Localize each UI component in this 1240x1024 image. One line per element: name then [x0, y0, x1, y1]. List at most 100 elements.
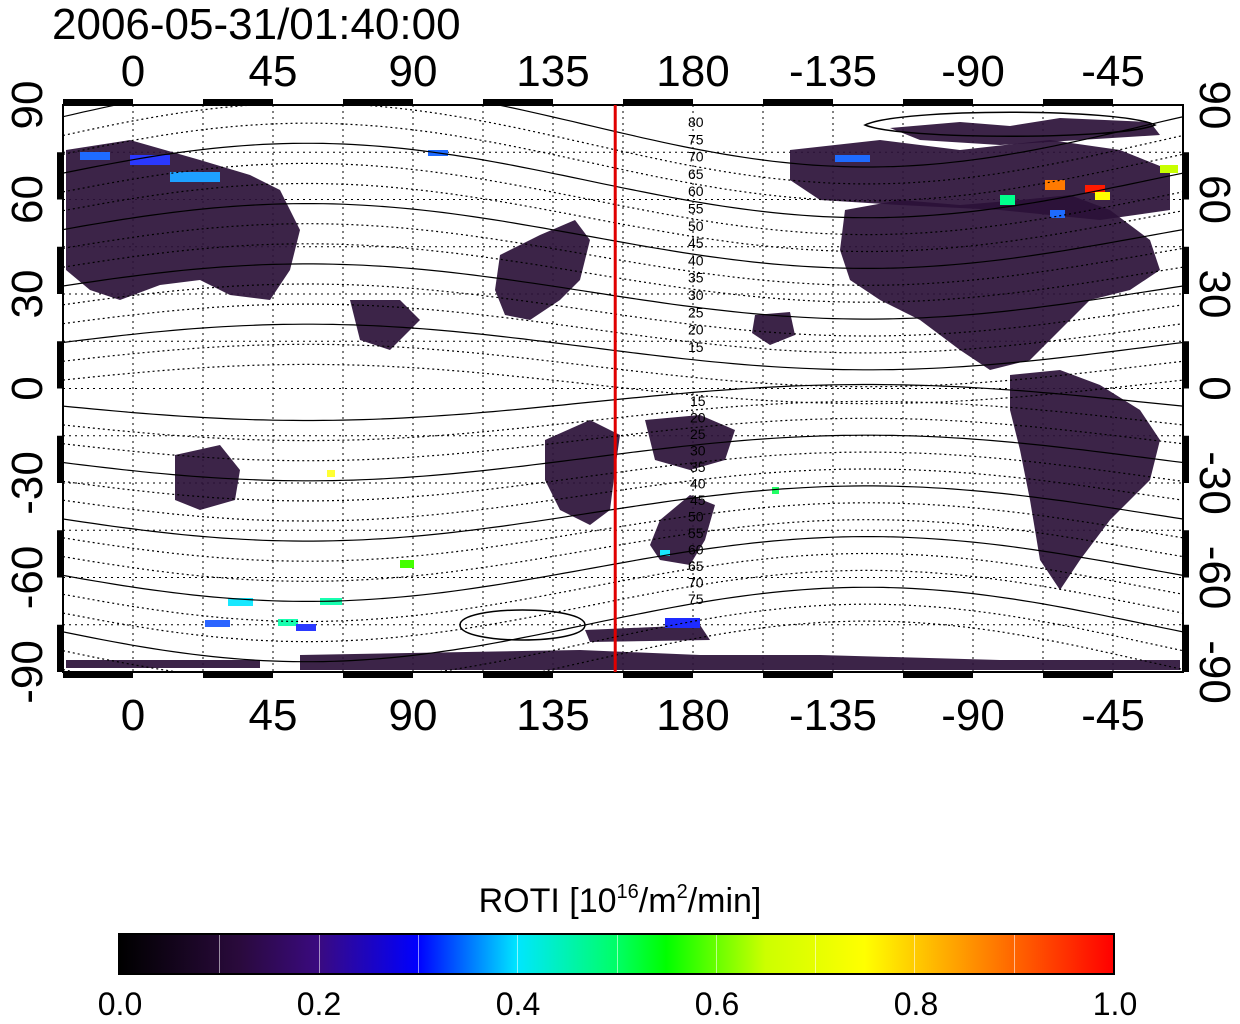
map-gridlines — [63, 105, 1183, 672]
axis-bar-segment — [903, 672, 973, 678]
colorbar-tick — [815, 935, 817, 973]
right-latitude-label: -60 — [1190, 546, 1239, 610]
contour-line — [63, 105, 1183, 168]
left-latitude-label: -90 — [3, 640, 52, 704]
roti-spot — [130, 155, 170, 165]
roti-spot — [80, 152, 110, 160]
north-america-data-patch — [840, 195, 1160, 370]
india-data-patch — [350, 300, 420, 350]
contour-label: 55 — [688, 525, 704, 541]
bottom-longitude-label: -90 — [941, 691, 1005, 740]
colorbar-tick — [219, 935, 221, 973]
axis-bar-segment — [623, 672, 693, 678]
roti-data-regions — [66, 118, 1180, 670]
north-magnetic-pole-ring — [863, 111, 1157, 137]
colorbar-title-exponent: 16 — [616, 881, 639, 903]
map-axis-bars — [57, 99, 1189, 678]
top-longitude-label: 90 — [389, 47, 438, 96]
roti-spot — [665, 618, 700, 628]
axis-bar-segment — [483, 672, 553, 678]
colorbar-tick-label: 0.8 — [893, 986, 939, 1022]
roti-spot — [296, 624, 316, 631]
axis-bar-segment — [1183, 341, 1189, 389]
colorbar-tick — [616, 935, 618, 973]
contour-label: 35 — [690, 459, 706, 475]
colorbar-tick — [417, 935, 419, 973]
contour-label: 30 — [690, 443, 706, 459]
contour-line — [63, 603, 1183, 672]
contour-label: 40 — [688, 252, 704, 268]
colorbar-tick — [715, 935, 717, 973]
left-latitude-label: -30 — [3, 451, 52, 515]
east-asia-data-patch — [495, 220, 590, 320]
contour-label: 70 — [688, 149, 704, 165]
colorbar-title: ROTI [1016/m2/min] — [0, 870, 1240, 923]
colorbar-title-unit-area: /m — [638, 882, 677, 920]
roti-spot — [1045, 180, 1065, 190]
roti-spot — [835, 155, 870, 162]
contour-line — [63, 400, 1183, 442]
contour-line — [63, 569, 1183, 643]
right-latitude-label: -30 — [1190, 451, 1239, 515]
contour-line — [63, 434, 1183, 482]
axis-bar-segment — [203, 99, 273, 105]
top-longitude-label: -135 — [789, 47, 877, 96]
axis-bar-segment — [1183, 530, 1189, 578]
contour-line — [63, 552, 1183, 623]
roti-spot — [228, 598, 253, 606]
axis-bar-segment — [57, 341, 63, 389]
magnetic-latitude-contours — [63, 105, 1183, 672]
colorbar-tick-label: 0.0 — [97, 986, 143, 1022]
roti-spot — [660, 550, 670, 556]
axis-bar-segment — [763, 99, 833, 105]
contour-line — [63, 122, 1183, 202]
bottom-longitude-label: 180 — [656, 691, 729, 740]
axis-bar-segment — [343, 99, 413, 105]
plot-timestamp-title: 2006-05-31/01:40:00 — [52, 0, 461, 49]
axis-bar-segment — [63, 672, 133, 678]
bottom-longitude-label: 45 — [249, 691, 298, 740]
roti-spot — [1095, 192, 1110, 200]
contour-label: 20 — [688, 322, 704, 338]
roti-spot — [772, 487, 779, 494]
bottom-longitude-label: -135 — [789, 691, 877, 740]
south-america-data-patch — [1010, 370, 1160, 590]
top-longitude-label: -45 — [1081, 47, 1145, 96]
map-tick-labels: 0 45 90 135 180 -135 -90 -450 45 90 135 180 -135 -90-… — [3, 47, 1239, 740]
axis-bar-segment — [623, 99, 693, 105]
contour-label: 70 — [688, 575, 704, 591]
right-latitude-label: 0 — [1190, 376, 1239, 400]
roti-colorbar — [118, 933, 1115, 975]
pacific-islands-data-patch — [645, 415, 735, 470]
contour-line — [63, 142, 1183, 219]
right-latitude-label: 30 — [1190, 270, 1239, 319]
colorbar-tick-label: 0.6 — [694, 986, 740, 1022]
colorbar-tick-label: 0.2 — [296, 986, 342, 1022]
axis-bar-segment — [1043, 672, 1113, 678]
contour-label: 60 — [688, 183, 704, 199]
axis-bar-segment — [1043, 99, 1113, 105]
axis-bar-segment — [57, 435, 63, 483]
left-latitude-label: -60 — [3, 546, 52, 610]
axis-bar-segment — [1183, 246, 1189, 294]
contour-label: 35 — [688, 270, 704, 286]
colorbar-tick — [914, 935, 916, 973]
contour-label: 45 — [688, 235, 704, 251]
europe-data-patch — [66, 140, 300, 300]
bottom-longitude-label: -45 — [1081, 691, 1145, 740]
right-latitude-label: 60 — [1190, 175, 1239, 224]
left-latitude-label: 90 — [3, 81, 52, 130]
antarctica-data-strip-2 — [300, 650, 1180, 670]
roti-spot — [1000, 195, 1015, 205]
colorbar-tick — [318, 935, 320, 973]
right-latitude-label: 90 — [1190, 81, 1239, 130]
contour-line — [63, 162, 1183, 236]
axis-bar-segment — [57, 246, 63, 294]
contour-line — [63, 383, 1183, 422]
roti-spot — [400, 560, 414, 568]
colorbar-title-square: 2 — [676, 881, 688, 903]
colorbar-title-text: ROTI [10 — [478, 882, 617, 920]
new-zealand-data-patch — [650, 495, 715, 565]
contour-label: 15 — [690, 393, 706, 409]
contour-label: 40 — [690, 476, 706, 492]
